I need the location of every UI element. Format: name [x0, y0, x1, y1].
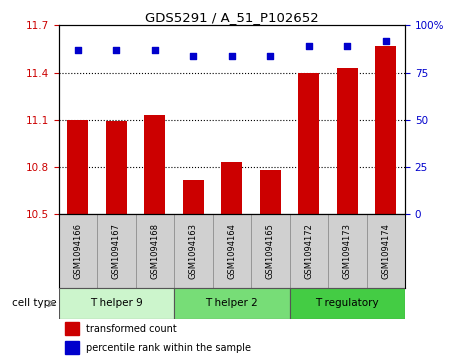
- Text: transformed count: transformed count: [86, 324, 177, 334]
- Bar: [328, 214, 366, 288]
- Point: [305, 43, 312, 49]
- Text: GSM1094165: GSM1094165: [266, 223, 275, 279]
- Bar: [97, 214, 135, 288]
- Text: cell type: cell type: [12, 298, 57, 309]
- Bar: [135, 214, 174, 288]
- Bar: [174, 288, 289, 319]
- Text: GSM1094167: GSM1094167: [112, 223, 121, 279]
- Text: GSM1094174: GSM1094174: [381, 223, 390, 279]
- Bar: [337, 68, 358, 214]
- Point: [267, 53, 274, 58]
- Point: [382, 38, 389, 44]
- Title: GDS5291 / A_51_P102652: GDS5291 / A_51_P102652: [145, 11, 319, 24]
- Bar: [221, 162, 243, 214]
- Point: [344, 43, 351, 49]
- Text: GSM1094163: GSM1094163: [189, 223, 198, 279]
- Text: GSM1094173: GSM1094173: [343, 223, 352, 279]
- Point: [228, 53, 235, 58]
- Bar: [67, 120, 88, 214]
- Bar: [260, 170, 281, 214]
- Bar: [183, 180, 204, 214]
- Point: [112, 47, 120, 53]
- Bar: [212, 214, 251, 288]
- Bar: [289, 288, 405, 319]
- Bar: [298, 73, 320, 214]
- Text: GSM1094166: GSM1094166: [73, 223, 82, 279]
- Text: T regulatory: T regulatory: [315, 298, 379, 309]
- Bar: [174, 214, 212, 288]
- Text: GSM1094168: GSM1094168: [150, 223, 159, 279]
- Text: T helper 2: T helper 2: [205, 298, 258, 309]
- Bar: [58, 214, 97, 288]
- Text: GSM1094172: GSM1094172: [304, 223, 313, 279]
- Text: T helper 9: T helper 9: [90, 298, 143, 309]
- Bar: [289, 214, 328, 288]
- Bar: [375, 46, 396, 214]
- Bar: [106, 121, 127, 214]
- Point: [189, 53, 197, 58]
- Point: [74, 47, 81, 53]
- Bar: [144, 115, 165, 214]
- Point: [151, 47, 158, 53]
- Bar: [65, 322, 79, 335]
- Bar: [366, 214, 405, 288]
- Bar: [251, 214, 289, 288]
- Text: GSM1094164: GSM1094164: [227, 223, 236, 279]
- Bar: [58, 288, 174, 319]
- Bar: [65, 341, 79, 354]
- Text: percentile rank within the sample: percentile rank within the sample: [86, 343, 251, 352]
